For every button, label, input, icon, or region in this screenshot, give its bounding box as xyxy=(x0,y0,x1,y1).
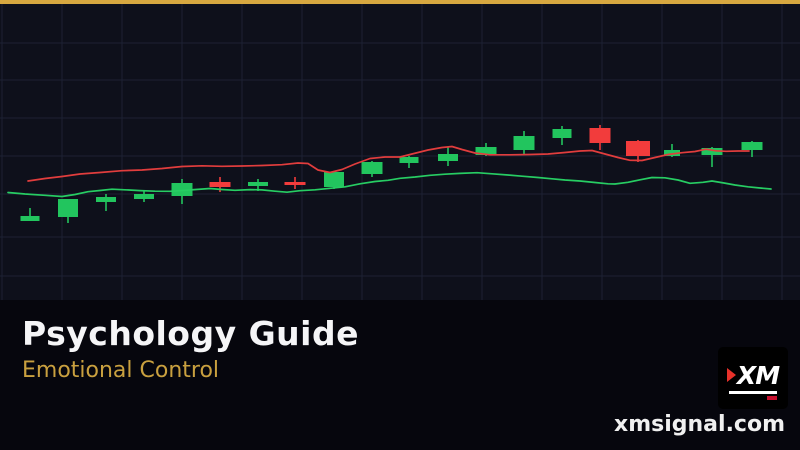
candle-body-down xyxy=(589,128,611,143)
candle-body-up xyxy=(248,182,268,186)
logo-red-tick xyxy=(767,395,777,400)
candle-body-up xyxy=(324,172,344,187)
logo-play-arrow-icon xyxy=(726,368,736,382)
candle-body-up xyxy=(475,147,497,155)
candle-body-down xyxy=(284,182,306,185)
candle-body-up xyxy=(513,136,535,150)
candle-body-up xyxy=(96,197,116,202)
candlestick-chart xyxy=(0,4,800,300)
page-subtitle: Emotional Control xyxy=(22,358,220,383)
candle-body-up xyxy=(552,129,572,138)
candle-body-up xyxy=(361,162,383,174)
candle-body-down xyxy=(626,141,650,156)
candle-body-up xyxy=(701,148,723,155)
caption-panel: Psychology Guide Emotional Control XM xm… xyxy=(0,300,800,450)
candle-body-up xyxy=(399,157,419,163)
page-title: Psychology Guide xyxy=(22,314,359,353)
candle-body-down xyxy=(209,182,231,187)
candle-body-up xyxy=(134,194,154,199)
chart-canvas xyxy=(0,4,800,300)
ma-upper-red xyxy=(27,145,750,182)
top-accent-bar xyxy=(0,0,800,4)
candle-body-up xyxy=(171,183,193,196)
logo-text: XM xyxy=(736,360,780,390)
website-url: xmsignal.com xyxy=(614,412,785,437)
xm-logo: XM xyxy=(718,347,788,409)
candle-body-up xyxy=(20,216,40,221)
logo-underline xyxy=(729,390,777,400)
ma-lower-green xyxy=(7,171,772,198)
logo-row: XM xyxy=(726,360,780,390)
candle-body-up xyxy=(438,154,458,161)
candle-body-up xyxy=(58,199,78,217)
candle-body-up xyxy=(741,142,763,150)
candle-body-up xyxy=(664,150,680,156)
